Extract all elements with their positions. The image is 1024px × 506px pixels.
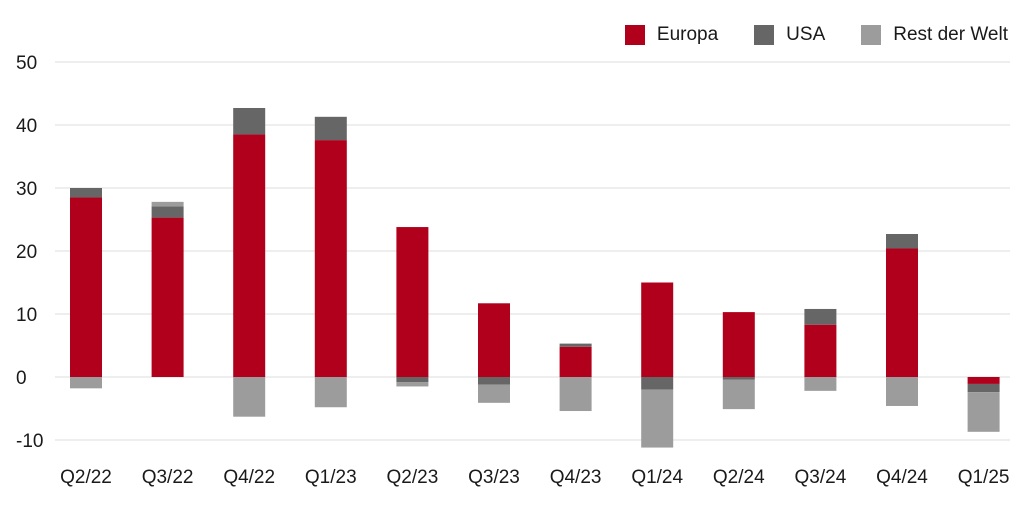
x-tick-label: Q1/25 bbox=[958, 467, 1010, 488]
bar-europa-Q1-23 bbox=[314, 140, 347, 377]
bar-europa-Q2-24 bbox=[722, 312, 755, 377]
x-tick-label: Q4/22 bbox=[223, 467, 275, 488]
bar-usa-Q2-24 bbox=[722, 377, 755, 380]
bar-usa-Q1-25 bbox=[967, 383, 1000, 393]
y-tick-label: 20 bbox=[16, 242, 37, 263]
x-tick-label: Q3/23 bbox=[468, 467, 520, 488]
x-tick-label: Q2/23 bbox=[387, 467, 439, 488]
bar-europa-Q2-22 bbox=[70, 197, 102, 377]
x-tick-label: Q4/23 bbox=[550, 467, 602, 488]
bar-rest-der-welt-Q1-25 bbox=[967, 392, 1000, 432]
legend-swatch-usa bbox=[754, 25, 775, 45]
bar-usa-Q4-24 bbox=[886, 233, 918, 249]
x-tick-label: Q1/24 bbox=[631, 467, 683, 488]
y-tick-label: -10 bbox=[16, 431, 43, 452]
x-tick-label: Q1/23 bbox=[305, 467, 357, 488]
legend-label-usa: USA bbox=[786, 24, 826, 45]
bar-rest-der-welt-Q2-22 bbox=[70, 377, 102, 389]
y-tick-label: 10 bbox=[16, 305, 37, 326]
bar-rest-der-welt-Q3-24 bbox=[804, 377, 837, 391]
bar-usa-Q4-22 bbox=[233, 107, 266, 135]
bar-rest-der-welt-Q4-24 bbox=[886, 377, 918, 406]
bar-usa-Q4-23 bbox=[559, 343, 592, 347]
legend-label-europa: Europa bbox=[656, 24, 719, 45]
x-tick-label: Q4/24 bbox=[876, 467, 928, 488]
bar-rest-der-welt-Q2-24 bbox=[722, 379, 755, 410]
legend-swatch-europa bbox=[624, 25, 645, 45]
legend-label-rest-der-welt: Rest der Welt bbox=[893, 24, 1008, 45]
bar-europa-Q4-23 bbox=[559, 346, 592, 377]
x-tick-label: Q3/22 bbox=[142, 467, 194, 488]
bar-europa-Q3-22 bbox=[151, 217, 184, 377]
legend-swatch-rest-der-welt bbox=[861, 25, 882, 45]
bar-europa-Q1-25 bbox=[967, 377, 1000, 384]
bar-rest-der-welt-Q3-22 bbox=[151, 201, 184, 207]
x-tick-label: Q2/24 bbox=[713, 467, 765, 488]
bar-usa-Q1-23 bbox=[314, 116, 347, 141]
legend-item-europa: Europa bbox=[624, 24, 719, 46]
bar-usa-Q2-22 bbox=[70, 188, 102, 198]
y-tick-label: 40 bbox=[16, 116, 37, 137]
x-tick-label: Q2/22 bbox=[60, 467, 112, 488]
y-tick-label: 50 bbox=[16, 53, 37, 74]
bar-usa-Q3-24 bbox=[804, 308, 837, 325]
bar-europa-Q2-23 bbox=[396, 227, 429, 377]
bar-europa-Q4-22 bbox=[233, 134, 266, 377]
bar-usa-Q3-23 bbox=[478, 377, 510, 385]
bar-europa-Q3-23 bbox=[478, 303, 510, 377]
bar-rest-der-welt-Q1-24 bbox=[641, 389, 674, 448]
bar-rest-der-welt-Q1-23 bbox=[314, 377, 347, 408]
y-tick-label: 30 bbox=[16, 179, 37, 200]
bar-europa-Q3-24 bbox=[804, 324, 837, 377]
bar-usa-Q2-23 bbox=[396, 377, 429, 383]
legend-item-usa: USA bbox=[754, 24, 825, 46]
bar-rest-der-welt-Q4-23 bbox=[559, 377, 592, 412]
bar-rest-der-welt-Q2-23 bbox=[396, 382, 429, 387]
bar-rest-der-welt-Q3-23 bbox=[478, 384, 510, 403]
bar-europa-Q4-24 bbox=[886, 248, 918, 377]
bar-europa-Q1-24 bbox=[641, 282, 674, 377]
bar-usa-Q3-22 bbox=[151, 206, 184, 218]
y-tick-label: 0 bbox=[16, 368, 27, 389]
bar-rest-der-welt-Q4-22 bbox=[233, 377, 266, 417]
legend-item-rest-der-welt: Rest der Welt bbox=[861, 24, 1008, 46]
bar-usa-Q1-24 bbox=[641, 377, 674, 390]
x-tick-label: Q3/24 bbox=[795, 467, 847, 488]
legend: Europa USA Rest der Welt bbox=[589, 24, 1008, 46]
